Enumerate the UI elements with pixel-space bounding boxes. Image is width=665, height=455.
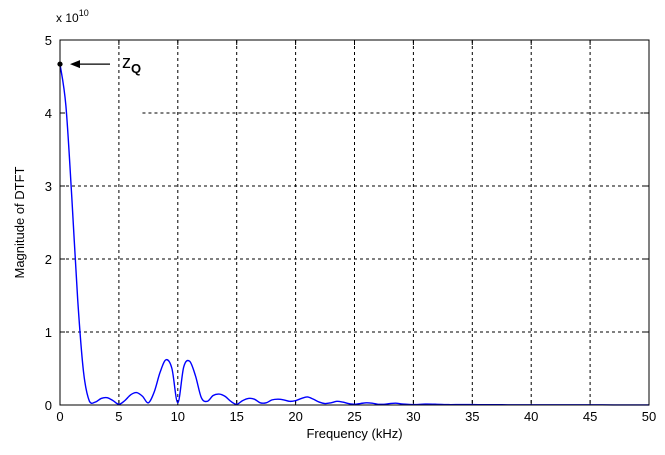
y-tick-label: 3 <box>45 179 52 194</box>
x-tick-label: 30 <box>406 409 420 424</box>
zq-arrow-head <box>70 60 80 69</box>
x-tick-label: 50 <box>642 409 656 424</box>
y-tick-label: 5 <box>45 33 52 48</box>
y-tick-label: 0 <box>45 398 52 413</box>
zq-label-main: z <box>122 52 131 72</box>
x-tick-label: 35 <box>465 409 479 424</box>
y-multiplier-label: x 1010 <box>56 8 89 25</box>
zq-marker-point <box>57 61 63 67</box>
y-multiplier-exponent: 10 <box>79 8 89 18</box>
plot-frame <box>59 39 650 406</box>
y-tick-label: 4 <box>45 106 52 121</box>
x-tick-label: 15 <box>229 409 243 424</box>
x-tick-label: 40 <box>524 409 538 424</box>
y-tick-label: 1 <box>45 325 52 340</box>
y-axis-label: Magnitude of DTFT <box>12 166 27 278</box>
zq-annotation: zQ <box>57 52 141 76</box>
y-multiplier-base: x 10 <box>56 11 79 25</box>
y-tick-label: 2 <box>45 252 52 267</box>
x-axis-label: Frequency (kHz) <box>306 426 402 441</box>
x-ticks: 0 5 10 15 20 25 30 35 40 45 50 <box>56 40 656 424</box>
x-tick-label: 0 <box>56 409 63 424</box>
x-tick-label: 10 <box>171 409 185 424</box>
x-tick-label: 45 <box>583 409 597 424</box>
x-tick-label: 25 <box>347 409 361 424</box>
zq-label: zQ <box>122 52 141 76</box>
zq-label-subscript: Q <box>131 61 141 76</box>
grid-lines <box>60 40 649 405</box>
series-line <box>59 63 650 406</box>
x-tick-label: 20 <box>288 409 302 424</box>
x-tick-label: 5 <box>115 409 122 424</box>
